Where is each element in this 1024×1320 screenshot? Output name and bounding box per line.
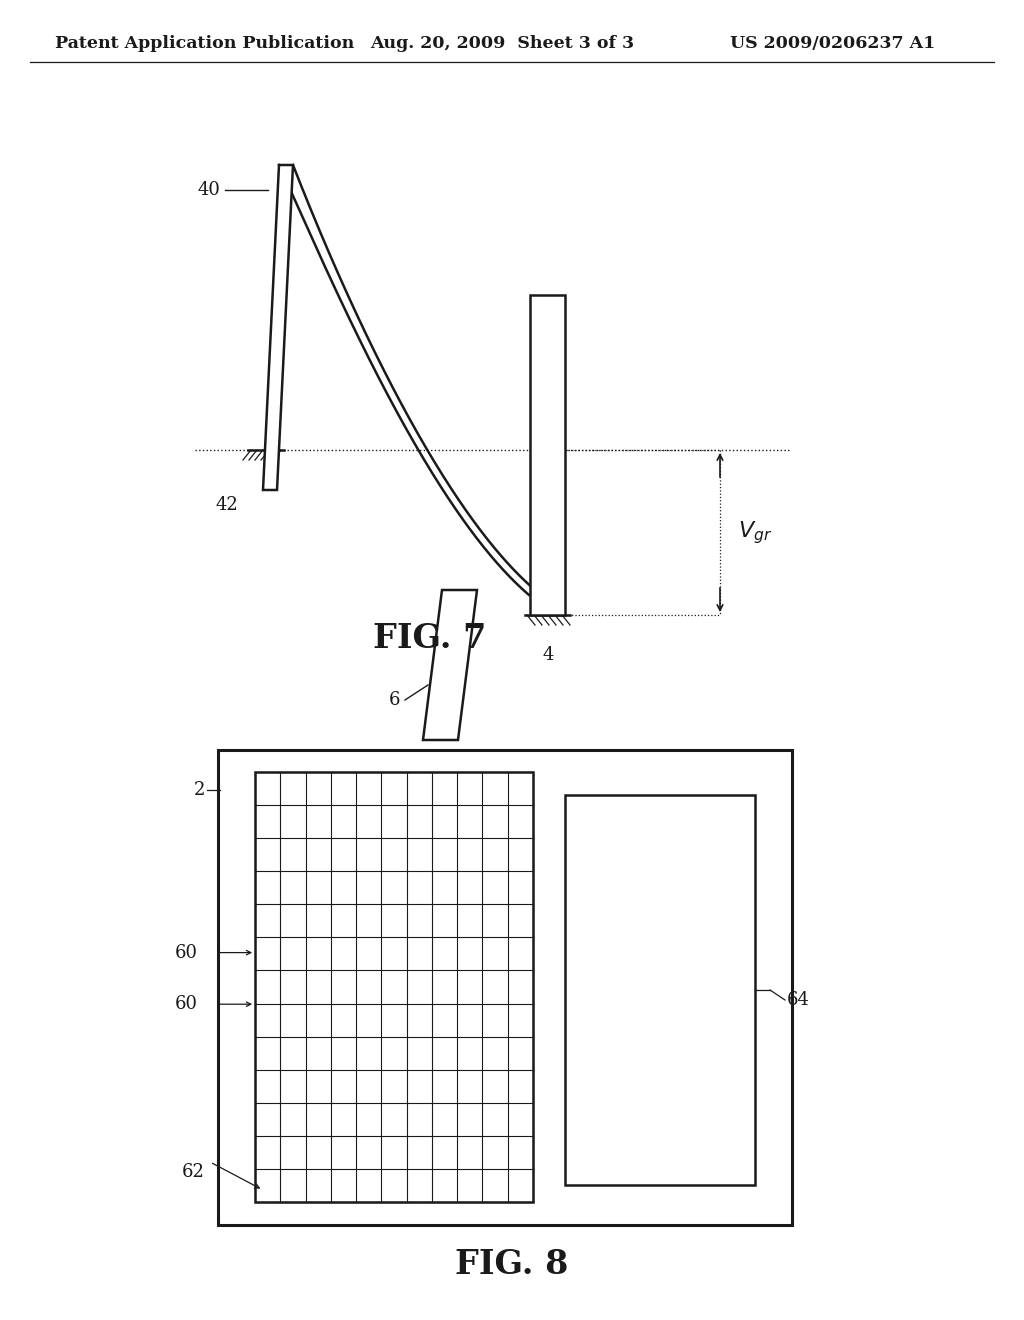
Polygon shape [530,294,565,615]
Text: FIG. 7: FIG. 7 [374,622,486,655]
Polygon shape [423,590,477,741]
Polygon shape [218,750,792,1225]
Text: FIG. 8: FIG. 8 [456,1249,568,1282]
Text: 62: 62 [182,1163,205,1181]
Text: 2: 2 [194,781,205,799]
Text: 60: 60 [175,995,198,1014]
Text: Patent Application Publication: Patent Application Publication [55,36,354,51]
Text: US 2009/0206237 A1: US 2009/0206237 A1 [730,36,935,51]
Polygon shape [263,165,293,490]
Text: Aug. 20, 2009  Sheet 3 of 3: Aug. 20, 2009 Sheet 3 of 3 [370,36,634,51]
Text: $V_{gr}$: $V_{gr}$ [738,519,772,546]
Text: 64: 64 [787,991,810,1008]
Text: 4: 4 [543,645,554,664]
Text: 6: 6 [388,690,400,709]
Text: 42: 42 [215,496,238,513]
Polygon shape [255,772,534,1203]
Text: 40: 40 [198,181,220,199]
Polygon shape [565,795,755,1185]
Text: 60: 60 [175,944,198,961]
